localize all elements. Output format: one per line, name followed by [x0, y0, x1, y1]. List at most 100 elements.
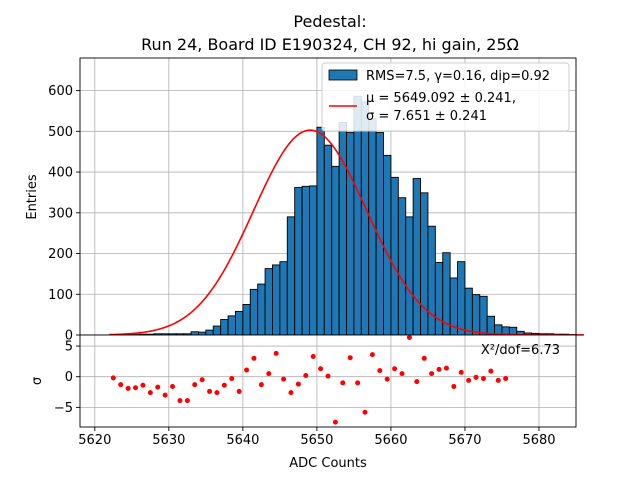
residual-point — [288, 390, 294, 396]
histogram-bar — [205, 329, 214, 336]
residual-point — [118, 382, 124, 388]
histogram-bar — [309, 185, 318, 336]
chart-title-line1: Pedestal: — [293, 12, 366, 31]
histogram-bar — [286, 216, 296, 336]
residual-point — [192, 382, 198, 388]
legend-box — [321, 62, 570, 132]
histogram-y-ticks: 0 100 200 300 400 500 600 — [48, 84, 80, 344]
residual-point — [392, 366, 398, 372]
residual-point — [332, 419, 338, 425]
legend-fit-label-line2: σ = 7.651 ± 0.241 — [366, 109, 487, 124]
histogram-y-tick-label: 300 — [48, 206, 73, 221]
residual-point — [473, 374, 479, 380]
residual-point — [384, 376, 390, 382]
residual-point — [207, 388, 213, 394]
x-tick-label: 5650 — [300, 433, 333, 448]
residual-point — [347, 355, 353, 361]
x-tick-label: 5660 — [374, 433, 407, 448]
histogram-bar — [316, 126, 325, 336]
residual-point — [495, 377, 501, 383]
residual-point — [184, 398, 190, 404]
histogram-bar — [301, 185, 310, 336]
residual-point — [273, 350, 279, 356]
residual-point — [155, 384, 161, 390]
histogram-bar — [212, 325, 222, 336]
y-axis-label-entries: Entries — [25, 174, 40, 220]
histogram-y-tick-label: 400 — [48, 166, 73, 181]
histogram-y-tick-label: 0 — [65, 329, 73, 344]
residual-point — [244, 367, 250, 373]
legend-hist-swatch — [328, 69, 358, 81]
residual-point — [281, 376, 287, 382]
legend-fit-label-line1: μ = 5649.092 ± 0.241, — [366, 91, 516, 106]
residual-point — [266, 371, 272, 377]
residual-point — [355, 380, 361, 386]
residual-point — [503, 376, 509, 382]
residual-point — [236, 388, 242, 394]
histogram-y-tick-label: 600 — [48, 84, 73, 99]
histogram-bar — [279, 261, 288, 336]
x-axis-ticks: 5620 5630 5640 5650 5660 5670 5680 — [78, 427, 556, 448]
chart-title-line2: Run 24, Board ID E190324, CH 92, hi gain… — [141, 35, 519, 54]
histogram-bar — [323, 144, 333, 336]
residual-point — [399, 371, 405, 377]
histogram-bar — [471, 294, 481, 336]
residual-point — [303, 372, 309, 378]
residual-point — [429, 371, 435, 377]
x-tick-label: 5680 — [522, 433, 555, 448]
residual-point — [229, 376, 235, 382]
histogram-y-tick-label: 500 — [48, 125, 73, 140]
residual-point — [251, 355, 257, 361]
histogram-bar — [227, 315, 236, 336]
legend: RMS=7.5, γ=0.16, dip=0.92 μ = 5649.092 ±… — [321, 62, 570, 132]
residual-y-tick-label: 0 — [65, 370, 73, 385]
residual-point — [177, 398, 183, 404]
histogram-bar — [464, 287, 473, 336]
residual-point — [466, 377, 472, 383]
residual-point — [414, 379, 420, 385]
residual-point — [325, 373, 331, 379]
x-tick-label: 5620 — [78, 433, 111, 448]
histogram-bar — [479, 295, 488, 336]
residual-plot-area — [80, 335, 576, 427]
histogram-bar — [405, 216, 414, 336]
x-tick-label: 5670 — [448, 433, 481, 448]
histogram-bar — [294, 187, 303, 336]
histogram-bar — [235, 310, 244, 336]
histogram-bar — [249, 288, 259, 336]
residual-point — [170, 384, 176, 390]
histogram-y-tick-label: 200 — [48, 247, 73, 262]
residual-point — [443, 365, 449, 371]
residual-point — [436, 366, 442, 372]
x-axis-label: ADC Counts — [289, 456, 367, 471]
residual-point — [125, 385, 131, 391]
residual-point — [421, 355, 427, 361]
residual-point — [133, 385, 139, 391]
residual-point — [199, 377, 205, 383]
residual-point — [458, 369, 464, 375]
residual-point — [221, 382, 227, 388]
histogram-bar — [486, 315, 496, 336]
residual-point — [480, 376, 486, 382]
histogram-bar — [190, 331, 199, 336]
histogram-bar — [397, 197, 407, 336]
residual-points — [110, 334, 509, 425]
histogram-bar — [390, 176, 399, 336]
legend-hist-label: RMS=7.5, γ=0.16, dip=0.92 — [366, 69, 550, 84]
residual-point — [310, 353, 316, 359]
y-axis-label-sigma: σ — [30, 377, 45, 385]
histogram-bar — [264, 268, 273, 336]
residual-point — [318, 366, 324, 372]
residual-point — [147, 390, 153, 396]
histogram-bar — [383, 154, 392, 336]
x-tick-label: 5630 — [152, 433, 185, 448]
residual-point — [406, 334, 412, 340]
residual-point — [340, 380, 346, 386]
histogram-bar — [257, 283, 266, 336]
residual-point — [110, 375, 116, 381]
histogram-bar — [346, 132, 355, 336]
residual-y-tick-label: 5 — [65, 340, 73, 355]
histogram-bars — [109, 95, 584, 336]
residual-point — [295, 381, 301, 387]
histogram-bar — [360, 101, 370, 336]
